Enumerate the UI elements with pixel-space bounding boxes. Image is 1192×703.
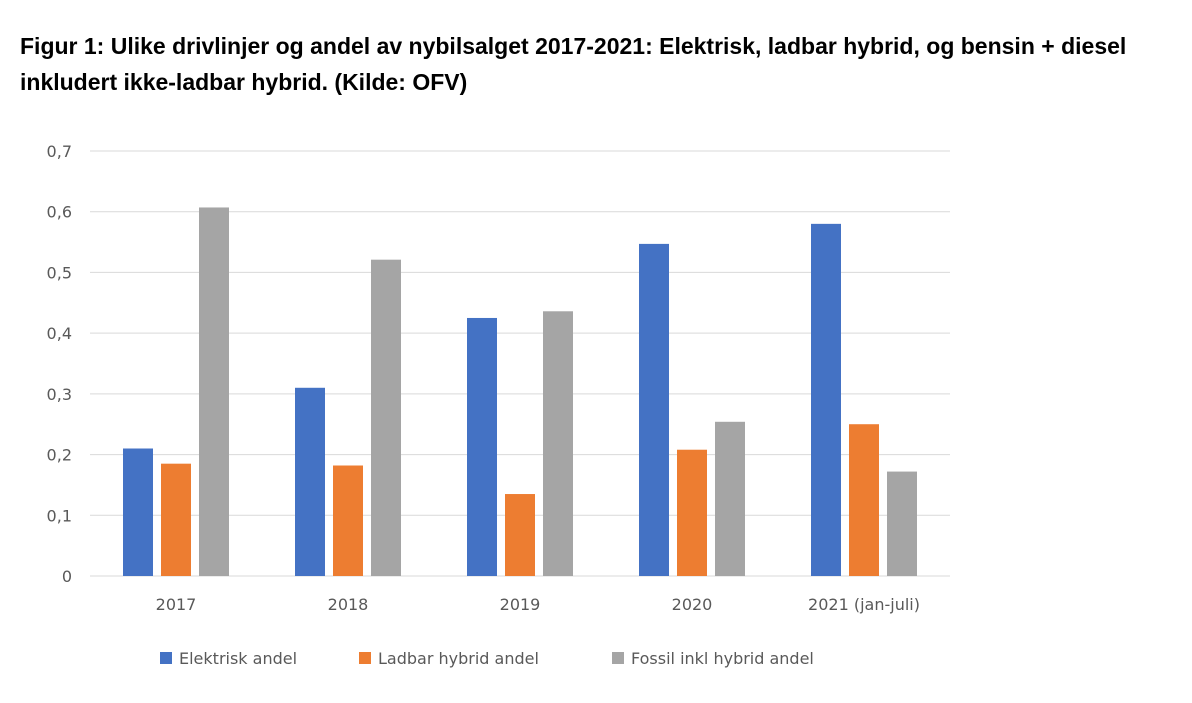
y-tick-label: 0,7 <box>47 142 72 161</box>
bar-elektrisk-andel-2017 <box>123 448 153 576</box>
x-tick-label: 2018 <box>328 595 369 614</box>
x-tick-label: 2021 (jan-juli) <box>808 595 920 614</box>
y-tick-label: 0,6 <box>47 203 72 222</box>
bar-fossil-inkl-hybrid-andel-2017 <box>199 207 229 576</box>
legend-swatch <box>359 652 371 664</box>
figure-caption: Figur 1: Ulike drivlinjer og andel av ny… <box>20 33 1127 95</box>
bar-ladbar-hybrid-andel-2017 <box>161 463 191 576</box>
legend-label: Elektrisk andel <box>179 649 297 668</box>
bar-fossil-inkl-hybrid-andel-2021-jan-juli- <box>887 471 917 576</box>
x-tick-label: 2017 <box>156 595 197 614</box>
x-tick-label: 2020 <box>672 595 713 614</box>
y-tick-label: 0 <box>62 567 72 586</box>
bar-fossil-inkl-hybrid-andel-2019 <box>543 311 573 576</box>
bar-ladbar-hybrid-andel-2021-jan-juli- <box>849 424 879 576</box>
bar-elektrisk-andel-2019 <box>467 317 497 576</box>
y-tick-label: 0,4 <box>47 324 72 343</box>
bar-fossil-inkl-hybrid-andel-2020 <box>715 421 745 576</box>
bar-ladbar-hybrid-andel-2020 <box>677 449 707 576</box>
bar-elektrisk-andel-2020 <box>639 243 669 576</box>
bar-elektrisk-andel-2018 <box>295 387 325 576</box>
bar-elektrisk-andel-2021-jan-juli- <box>811 223 841 576</box>
bar-ladbar-hybrid-andel-2019 <box>505 494 535 576</box>
bar-ladbar-hybrid-andel-2018 <box>333 465 363 576</box>
legend-swatch <box>612 652 624 664</box>
x-tick-label: 2019 <box>500 595 541 614</box>
legend-swatch <box>160 652 172 664</box>
legend-label: Ladbar hybrid andel <box>378 649 539 668</box>
y-tick-label: 0,1 <box>47 506 72 525</box>
y-tick-label: 0,5 <box>47 263 72 282</box>
legend-label: Fossil inkl hybrid andel <box>631 649 814 668</box>
y-tick-label: 0,3 <box>47 385 72 404</box>
bar-fossil-inkl-hybrid-andel-2018 <box>371 259 401 576</box>
y-tick-label: 0,2 <box>47 446 72 465</box>
